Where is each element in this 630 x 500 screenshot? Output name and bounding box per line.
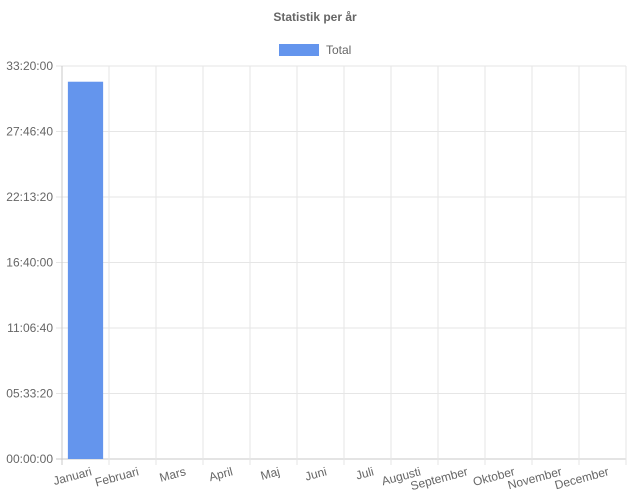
- y-axis-ticks: 00:00:00 05:33:20 11:06:40 16:40:00 22:13:20…: [6, 59, 53, 466]
- x-tick-label: Juni: [303, 464, 328, 483]
- y-tick-label: 00:00:00: [6, 452, 53, 466]
- x-tick-label: Mars: [158, 464, 187, 484]
- x-tick-label: April: [207, 464, 234, 484]
- y-tick-label: 16:40:00: [6, 256, 53, 270]
- y-tick-label: 33:20:00: [6, 59, 53, 73]
- legend-label-total: Total: [326, 43, 351, 57]
- bars: [67, 81, 104, 459]
- y-tick-label: 11:06:40: [7, 321, 53, 335]
- x-tick-label: December: [553, 464, 610, 492]
- x-tick-label: Maj: [259, 464, 281, 483]
- y-tick-label: 27:46:40: [6, 125, 53, 139]
- x-tick-label: Januari: [52, 464, 94, 488]
- gridlines: [56, 65, 627, 465]
- y-tick-label: 05:33:20: [6, 387, 53, 401]
- y-tick-label: 22:13:20: [6, 190, 53, 204]
- x-tick-label: Juli: [354, 464, 375, 482]
- legend-swatch-total: [279, 44, 319, 56]
- bar-januari[interactable]: [67, 81, 104, 459]
- legend[interactable]: Total: [279, 43, 351, 57]
- x-tick-label: Februari: [93, 464, 140, 489]
- chart-title: Statistik per år: [273, 10, 357, 24]
- x-axis-ticks: Januari Februari Mars April Maj Juni Juli Augus…: [52, 464, 611, 493]
